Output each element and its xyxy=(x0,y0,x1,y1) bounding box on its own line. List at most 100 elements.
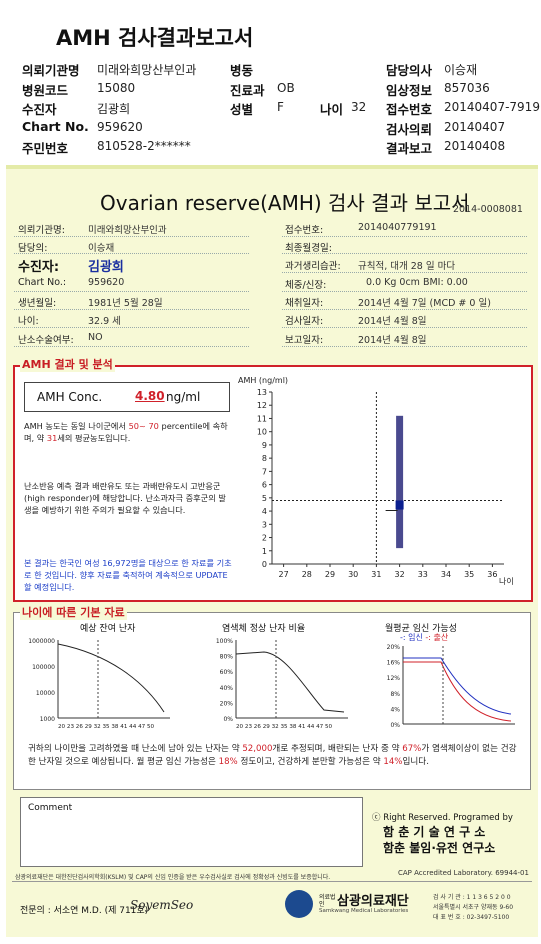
y-tick-label: 100000 xyxy=(32,664,55,671)
logo-small-text: 의료법인 xyxy=(319,894,336,908)
text-part: 정도이고, 건강하게 분만할 가능성은 약 xyxy=(240,757,381,767)
y-tick-label: 0% xyxy=(223,716,233,723)
divider xyxy=(282,346,527,347)
chart1-title: 예상 잔여 난자 xyxy=(80,624,136,634)
basic-section xyxy=(13,612,531,790)
info-value: NO xyxy=(88,332,103,343)
percentile-range: 50~ 70 xyxy=(128,421,159,431)
divider xyxy=(14,327,249,328)
y-tick-label: 5 xyxy=(262,494,267,503)
header-value: OB xyxy=(277,81,295,95)
x-tick-labels: 20 23 26 29 32 35 38 41 44 47 50 xyxy=(236,724,333,730)
normal-ratio-curve xyxy=(235,651,345,713)
x-tick-labels: 20 23 26 29 32 35 38 41 44 47 50 xyxy=(58,724,155,730)
info-label: Chart No.: xyxy=(18,277,67,288)
comment-label: Comment xyxy=(28,803,73,813)
header-label: 성별 xyxy=(230,102,254,117)
header-value: 959620 xyxy=(97,120,143,134)
chart-plot: 20% 16% 12% 8% 4% 0% xyxy=(387,644,515,729)
info-label: 체중/신장: xyxy=(285,280,327,291)
y-tick-label: 20% xyxy=(220,700,234,707)
text-part: 개로 추정되며, 배란되는 난자 중 약 xyxy=(272,744,400,754)
amh-disclaimer-text: 본 결과는 한국인 여성 16,972명을 대상으로 한 자료를 기초로 한 것… xyxy=(24,558,232,592)
egg-count: 52,000 xyxy=(242,744,273,754)
logo-name: 삼광의료재단 xyxy=(337,894,409,909)
chart2-title: 염색체 정상 난자 비율 xyxy=(222,624,306,634)
header-label: 담당의사 xyxy=(386,63,433,78)
info-value: 32.9 세 xyxy=(88,316,121,327)
y-tick-label: 12 xyxy=(257,401,267,410)
patient-name: 김광희 xyxy=(88,260,124,275)
divider xyxy=(14,253,249,254)
info-label: 담당의: xyxy=(18,243,48,254)
footer-divider xyxy=(12,881,532,882)
chart3-legend-pregnancy: -: 임신 -: 출산 xyxy=(400,632,448,643)
info-label: 나이: xyxy=(18,316,39,327)
chart-ylabel: AMH (ng/ml) xyxy=(238,376,288,385)
chart-xlabel: 나이 xyxy=(499,576,514,586)
header-label: 진료과 xyxy=(230,83,265,98)
age-group-range-bar xyxy=(396,415,404,549)
header-label: 접수번호 xyxy=(386,102,433,117)
info-value: 2014년 4월 8일 xyxy=(358,335,427,346)
divider xyxy=(282,236,527,237)
header-label: 결과보고 xyxy=(386,141,433,156)
info-label: 과거생리습관: xyxy=(285,261,341,272)
x-tick-label: 29 xyxy=(325,570,335,579)
amh-conc-label: AMH Conc. xyxy=(37,390,103,404)
header-value: 20140408 xyxy=(444,139,506,153)
x-tick-label: 36 xyxy=(487,570,497,579)
x-tick-label: 27 xyxy=(279,570,289,579)
x-tick-label: 33 xyxy=(418,570,428,579)
basic-summary-text: 귀하의 나이만을 고려하였을 때 난소에 남아 있는 난자는 약 52,000개… xyxy=(28,743,522,769)
header-label: 수진자 xyxy=(22,102,57,117)
y-tick-label: 1000 xyxy=(40,716,55,723)
report-top-band xyxy=(6,165,538,169)
info-value: 2014년 4월 8일 xyxy=(358,316,427,327)
x-tick-label: 28 xyxy=(302,570,312,579)
header-value: 김광희 xyxy=(97,102,131,116)
samkwang-logo-icon xyxy=(285,890,313,918)
x-tick-label: 35 xyxy=(464,570,474,579)
y-tick-label: 10 xyxy=(257,428,267,437)
equivalent-age: 31 xyxy=(46,433,58,443)
y-tick-label: 13 xyxy=(257,388,267,397)
pregnancy-chance: 18% xyxy=(218,757,238,767)
info-value: 2014040779191 xyxy=(358,222,437,233)
institute-name: 함 춘 기 술 연 구 소 xyxy=(383,825,486,839)
contact-line: 검 사 기 관 : 1 1 3 6 5 2 0 0 xyxy=(433,894,511,901)
institute-name-2: 함춘 불임·유전 연구소 xyxy=(383,841,496,855)
amh-response-text: 난소반응 예측 결과 배란유도 또는 과배란유도시 고반응군 (high res… xyxy=(24,481,226,515)
chart-plot: 100% 80% 60% 40% 20% 0%20 23 26 29 32 35 38 4… xyxy=(216,638,348,730)
header-value: 미래와희망산부인과 xyxy=(97,63,197,77)
y-tick-label: 6 xyxy=(262,481,267,490)
legend-birth: -: 출산 xyxy=(425,633,449,642)
header-value: 20140407 xyxy=(444,120,506,134)
header-label: 의뢰기관명 xyxy=(22,63,80,78)
amh-section-title: AMH 결과 및 분석 xyxy=(20,356,115,372)
logo-english: Samkwang Medical Laboratories xyxy=(319,908,409,914)
birth-chance: 14% xyxy=(383,757,403,767)
info-value: 0.0 Kg 0cm BMI: 0.00 xyxy=(366,277,468,288)
y-tick-label: 40% xyxy=(220,685,234,692)
basic-section-title: 나이에 따른 기본 자료 xyxy=(20,604,127,620)
doctor-signature: SoyemSeo xyxy=(130,898,194,912)
header-value: 32 xyxy=(351,100,367,114)
text-part: 가 염색체이상이 없는 건강한 난자일 것으로 예상됩니다. 월 평균 임신 가… xyxy=(28,744,517,767)
y-tick-label: 7 xyxy=(262,467,267,476)
x-tick-label: 32 xyxy=(395,570,405,579)
y-tick-label: 8% xyxy=(390,691,400,698)
eggs-curve xyxy=(57,643,165,713)
y-tick-label: 9 xyxy=(262,441,267,450)
info-value: 규칙적, 대개 28 일 마다 xyxy=(358,261,456,272)
divider xyxy=(282,253,527,254)
y-tick-label: 8 xyxy=(262,454,267,463)
text-part: 세의 평균농도입니다. xyxy=(57,433,131,443)
y-tick-label: 10000 xyxy=(36,690,55,697)
info-label: 검사일자: xyxy=(285,316,324,327)
cap-accreditation: CAP Accredited Laboratory. 69944-01 xyxy=(398,869,529,877)
amh-conc-box: AMH Conc. 4.80 ng/ml xyxy=(24,382,230,412)
